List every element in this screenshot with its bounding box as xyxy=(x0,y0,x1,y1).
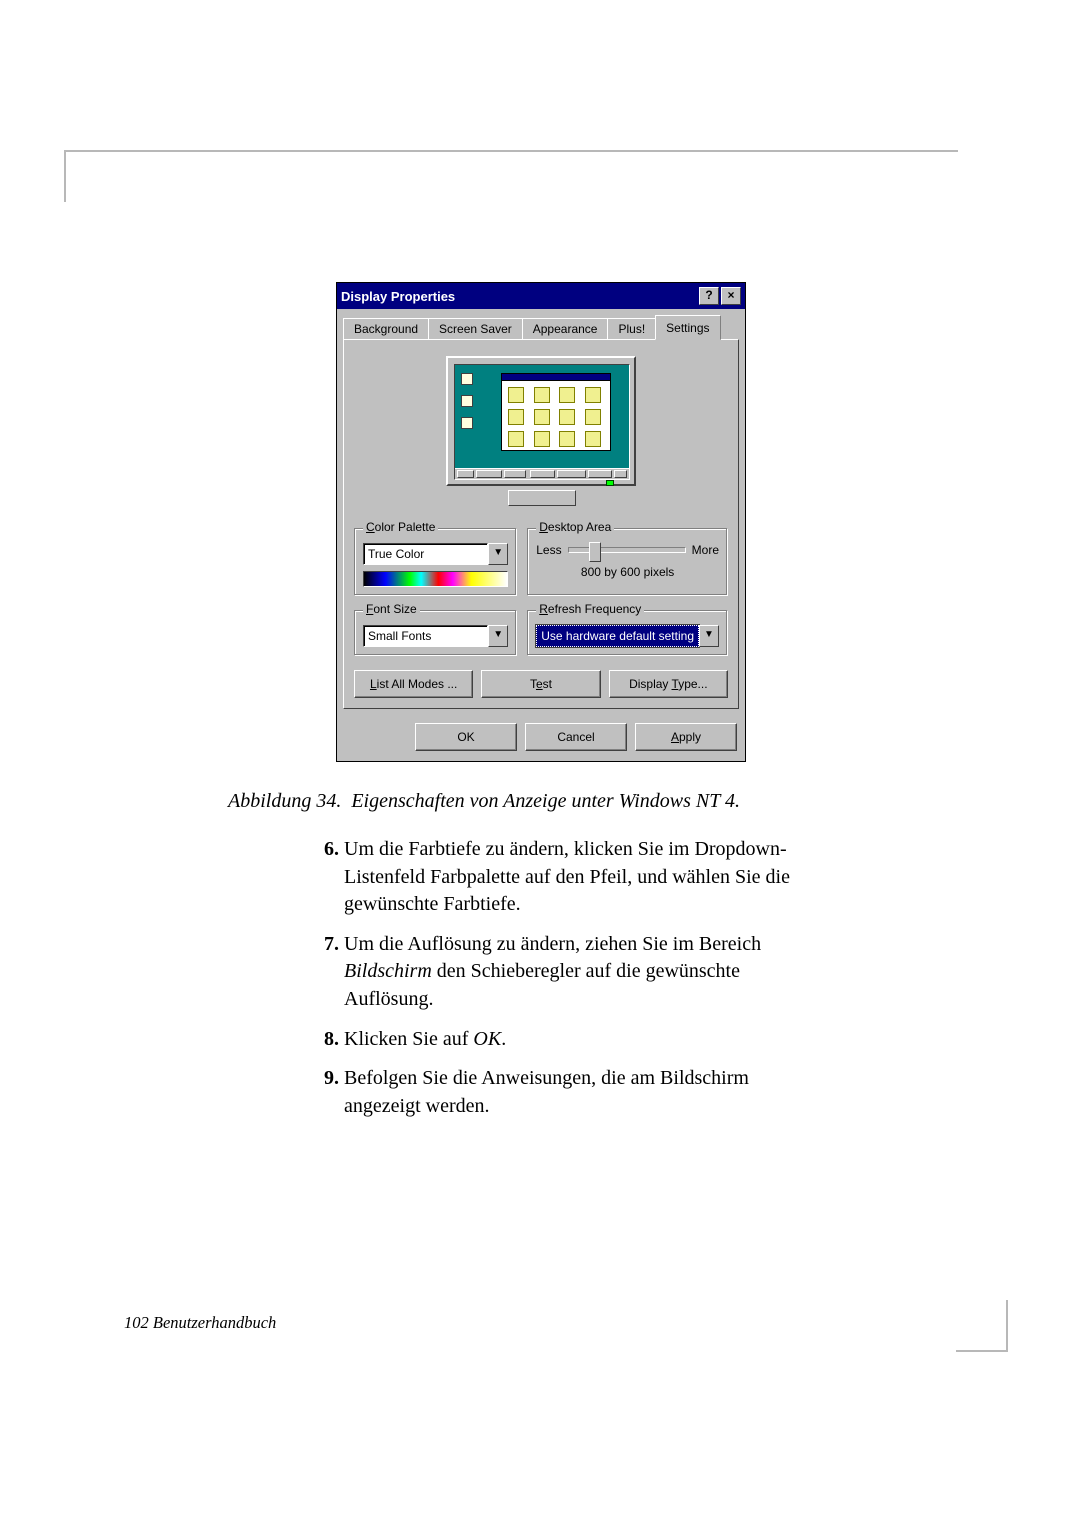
color-palette-value: True Color xyxy=(363,543,488,565)
group-color-palette: Color Palette True Color ▼ xyxy=(354,528,517,596)
tab-appearance[interactable]: Appearance xyxy=(522,318,609,339)
dialog-button-row: OK Cancel Apply xyxy=(337,715,745,761)
test-button[interactable]: Test xyxy=(481,670,600,698)
group-font-size: Font Size Small Fonts ▼ xyxy=(354,610,517,656)
legend-color-palette: Color Palette xyxy=(363,520,438,534)
label-less: Less xyxy=(536,543,561,557)
font-size-select[interactable]: Small Fonts ▼ xyxy=(363,625,508,647)
list-item: Klicken Sie auf OK. xyxy=(344,1026,800,1054)
chevron-down-icon[interactable]: ▼ xyxy=(488,543,508,565)
label-more: More xyxy=(692,543,719,557)
legend-desktop-area: Desktop Area xyxy=(536,520,614,534)
page-corner-bottom-right xyxy=(956,1300,1008,1352)
color-palette-select[interactable]: True Color ▼ xyxy=(363,543,508,565)
refresh-select[interactable]: Use hardware default setting ▼ xyxy=(536,625,719,647)
list-all-modes-button[interactable]: List All Modes ... xyxy=(354,670,473,698)
display-properties-dialog: Display Properties ? × Background Screen… xyxy=(336,282,746,762)
preview-taskbar xyxy=(455,468,629,479)
tab-settings[interactable]: Settings xyxy=(655,315,720,340)
page-corner-top-left xyxy=(64,150,116,202)
resolution-value: 800 by 600 pixels xyxy=(536,565,719,579)
slider-thumb[interactable] xyxy=(589,542,601,562)
font-size-value: Small Fonts xyxy=(363,625,488,647)
monitor-preview xyxy=(354,350,728,524)
apply-button[interactable]: Apply xyxy=(635,723,737,751)
desktop-preview xyxy=(454,364,630,480)
resolution-slider[interactable] xyxy=(568,547,686,553)
tab-body-settings: Color Palette True Color ▼ Desktop Area … xyxy=(343,339,739,709)
cancel-button[interactable]: Cancel xyxy=(525,723,627,751)
monitor-stand xyxy=(508,490,576,506)
list-item: Um die Auflösung zu ändern, ziehen Sie i… xyxy=(344,931,800,1014)
figure-caption: Abbildung 34. Eigenschaften von Anzeige … xyxy=(228,790,740,813)
dialog-title: Display Properties xyxy=(341,289,697,304)
instruction-list: Um die Farbtiefe zu ändern, klicken Sie … xyxy=(314,836,800,1132)
ok-button[interactable]: OK xyxy=(415,723,517,751)
close-icon[interactable]: × xyxy=(721,287,741,305)
group-refresh-frequency: Refresh Frequency Use hardware default s… xyxy=(527,610,728,656)
title-bar: Display Properties ? × xyxy=(337,283,745,309)
chevron-down-icon[interactable]: ▼ xyxy=(699,625,719,647)
list-item: Befolgen Sie die Anweisungen, die am Bil… xyxy=(344,1065,800,1120)
help-icon[interactable]: ? xyxy=(699,287,719,305)
monitor-led-icon xyxy=(606,480,614,486)
tab-plus[interactable]: Plus! xyxy=(607,318,656,339)
legend-font-size: Font Size xyxy=(363,602,420,616)
page-footer: 102 Benutzerhandbuch xyxy=(124,1313,276,1333)
preview-window xyxy=(501,373,611,451)
tab-background[interactable]: Background xyxy=(343,318,429,339)
group-desktop-area: Desktop Area Less More 800 by 600 pixels xyxy=(527,528,728,596)
color-gradient-preview xyxy=(363,571,508,587)
display-type-button[interactable]: Display Type... xyxy=(609,670,728,698)
list-item: Um die Farbtiefe zu ändern, klicken Sie … xyxy=(344,836,800,919)
chevron-down-icon[interactable]: ▼ xyxy=(488,625,508,647)
tabs-row: Background Screen Saver Appearance Plus!… xyxy=(337,309,745,339)
page-header-rule xyxy=(114,150,958,152)
tab-screensaver[interactable]: Screen Saver xyxy=(428,318,523,339)
refresh-value: Use hardware default setting xyxy=(536,625,699,647)
legend-refresh: Refresh Frequency xyxy=(536,602,644,616)
